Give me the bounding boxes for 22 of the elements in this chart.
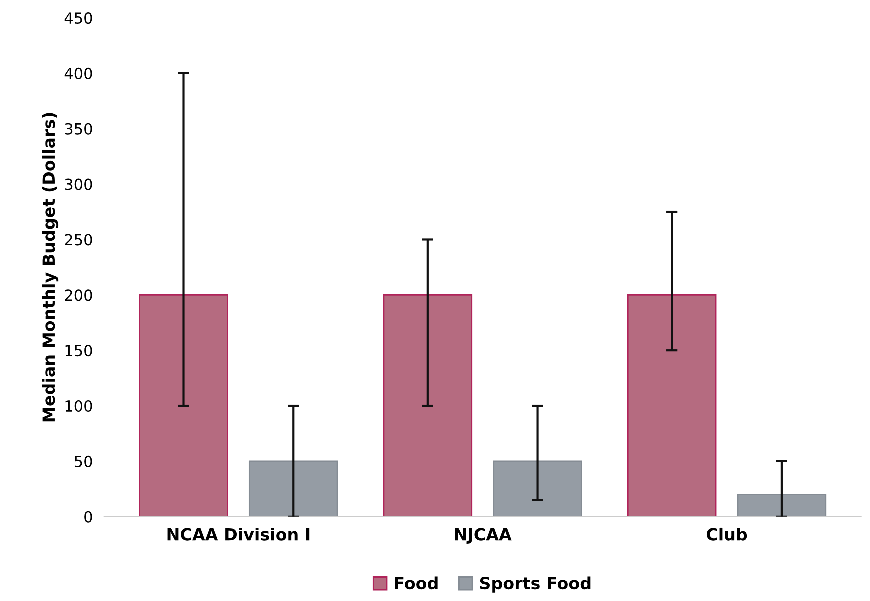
legend-label: Sports Food (480, 576, 591, 593)
x-tick-label: Club (706, 528, 748, 541)
y-tick-label: 350 (65, 123, 92, 135)
y-tick-label: 200 (65, 290, 92, 302)
y-tick-label: 50 (75, 456, 92, 468)
bar (627, 294, 717, 517)
bar (139, 294, 228, 517)
y-tick-label: 150 (66, 345, 92, 357)
y-tick-label: 400 (64, 68, 92, 80)
bar (737, 494, 827, 517)
y-tick-label: 300 (65, 178, 92, 190)
y-tick-label: 450 (64, 12, 92, 24)
x-tick-label: NJCAA (455, 528, 512, 544)
y-tick-label: 250 (65, 234, 92, 246)
x-tick-label: NCAA Division I (168, 528, 310, 541)
bar (248, 460, 338, 517)
y-tick-label: 0 (84, 511, 92, 523)
bar (493, 460, 582, 517)
bar (383, 294, 473, 517)
y-axis-title: Median Monthly Budget (Dollars) (42, 113, 59, 422)
legend-label: Food (395, 576, 438, 590)
y-tick-label: 100 (66, 400, 92, 412)
